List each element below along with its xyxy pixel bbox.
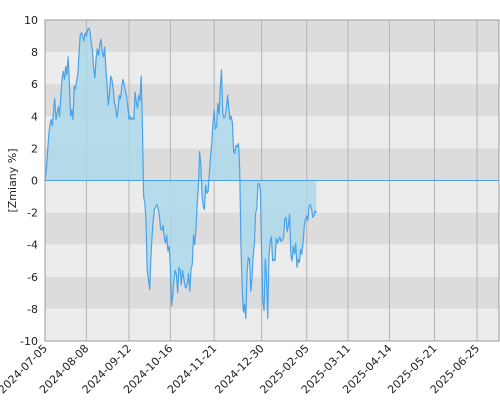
- y-tick-label: -8: [27, 303, 38, 316]
- y-tick-label: 2: [31, 142, 38, 155]
- series-layer: [44, 27, 499, 320]
- y-tick-label: 0: [31, 175, 38, 188]
- plot-border: [44, 19, 500, 342]
- grid-band: [45, 308, 499, 341]
- plot-frame: [44, 19, 500, 342]
- grid-band: [45, 52, 499, 85]
- y-tick-label: -6: [27, 271, 38, 284]
- y-tick-label: -10: [20, 335, 38, 348]
- x-axis-tick-labels: 2024-07-052024-08-082024-09-122024-10-16…: [0, 342, 482, 396]
- series-area-fill: [45, 28, 317, 319]
- y-tick-label: -4: [27, 239, 38, 252]
- y-tick-label: 8: [31, 46, 38, 59]
- y-tick-label: 6: [31, 78, 38, 91]
- series-line: [44, 27, 317, 320]
- y-axis-title: [Zmiany %]: [6, 148, 19, 212]
- grid-band: [45, 276, 499, 309]
- y-tick-label: 4: [31, 110, 38, 123]
- grid-band: [45, 20, 499, 53]
- y-tick-label: 10: [24, 14, 38, 27]
- y-axis-tick-labels: -10 -8 -6 -4 -2 0 2 4 6 8 10: [20, 14, 38, 348]
- y-tick-label: -2: [27, 207, 38, 220]
